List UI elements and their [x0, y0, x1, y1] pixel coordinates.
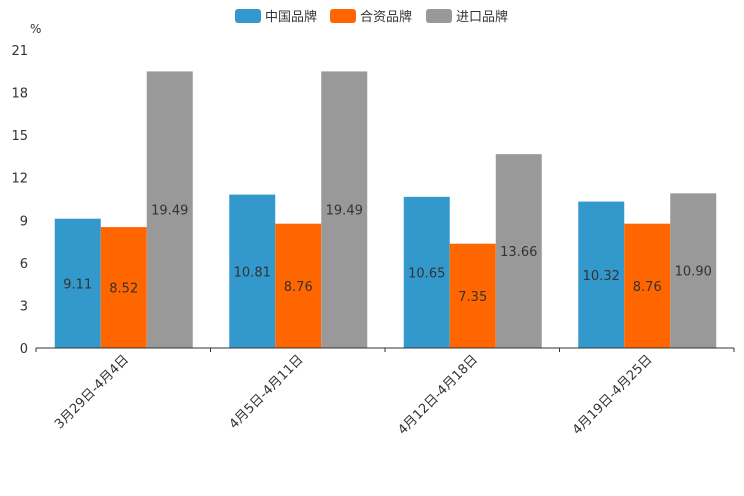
data-label: 10.81	[234, 265, 271, 280]
bars	[54, 71, 717, 349]
bar[interactable]	[403, 196, 450, 348]
y-tick-label: 21	[11, 44, 28, 59]
x-tick-label: 4月5日-4月11日	[227, 352, 307, 432]
bar[interactable]	[578, 201, 625, 348]
legend-swatch	[330, 9, 356, 23]
y-axis: 0 3 6 9 12 15 18 21	[11, 44, 28, 357]
data-label: 10.32	[583, 269, 620, 284]
y-tick-label: 6	[20, 257, 28, 272]
x-axis: 3月29日-4月4日 4月5日-4月11日 4月12日-4月18日 4月19日-4月2…	[35, 348, 735, 438]
bar[interactable]	[54, 218, 101, 348]
data-label: 8.76	[633, 280, 662, 295]
bar[interactable]	[100, 227, 147, 348]
data-label: 10.90	[675, 265, 712, 280]
x-tick-label: 4月19日-4月25日	[570, 352, 656, 438]
data-label: 19.49	[151, 204, 188, 219]
bar[interactable]	[275, 223, 322, 348]
legend-item-3[interactable]: 进口品牌	[426, 9, 508, 25]
data-label: 19.49	[326, 204, 363, 219]
x-tick-label: 3月29日-4月4日	[52, 352, 132, 432]
y-tick-label: 18	[11, 87, 28, 102]
data-labels: 9.11 8.52 19.49 10.81 8.76 19.49 10.65 7.35 13.6…	[63, 204, 712, 305]
y-axis-unit: %	[30, 22, 41, 36]
y-tick-label: 15	[11, 129, 28, 144]
y-tick-label: 0	[20, 342, 28, 357]
data-label: 8.52	[109, 282, 138, 297]
data-label: 13.66	[500, 245, 537, 260]
bar[interactable]	[495, 154, 542, 348]
data-label: 7.35	[458, 290, 487, 305]
legend-label: 中国品牌	[265, 9, 317, 25]
y-tick-label: 12	[11, 172, 28, 187]
legend: 中国品牌 合资品牌 进口品牌	[235, 9, 508, 25]
bar[interactable]	[146, 71, 193, 349]
legend-item-1[interactable]: 中国品牌	[235, 9, 317, 25]
legend-label: 进口品牌	[456, 9, 508, 25]
bar[interactable]	[449, 243, 496, 348]
bar[interactable]	[229, 194, 276, 348]
legend-swatch	[235, 9, 261, 23]
bar[interactable]	[321, 71, 368, 349]
legend-label: 合资品牌	[360, 9, 412, 25]
legend-item-2[interactable]: 合资品牌	[330, 9, 412, 25]
y-tick-label: 9	[20, 214, 28, 229]
data-label: 9.11	[63, 277, 92, 292]
data-label: 8.76	[284, 280, 313, 295]
bar[interactable]	[624, 223, 671, 348]
x-tick-label: 4月12日-4月18日	[395, 352, 481, 438]
bar[interactable]	[670, 193, 717, 348]
y-tick-label: 3	[20, 299, 28, 314]
data-label: 10.65	[408, 266, 445, 281]
legend-swatch	[426, 9, 452, 23]
